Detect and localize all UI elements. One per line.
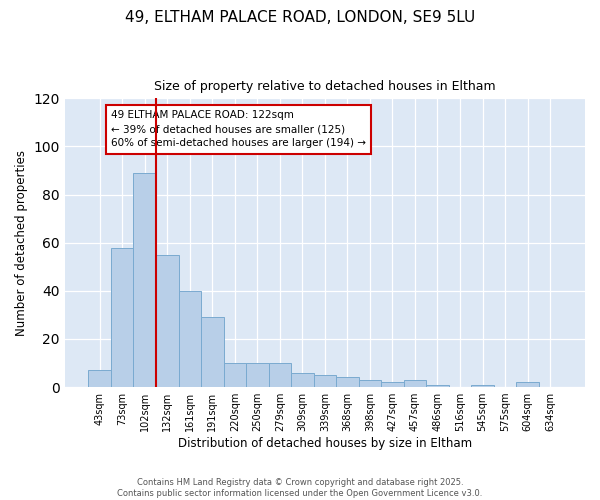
Bar [336, 378, 359, 387]
Bar [381, 382, 404, 387]
Bar [88, 370, 111, 387]
Text: 49, ELTHAM PALACE ROAD, LONDON, SE9 5LU: 49, ELTHAM PALACE ROAD, LONDON, SE9 5LU [125, 10, 475, 25]
Bar [133, 173, 156, 387]
Bar [156, 254, 179, 387]
Bar [201, 318, 224, 387]
Text: Contains HM Land Registry data © Crown copyright and database right 2025.
Contai: Contains HM Land Registry data © Crown c… [118, 478, 482, 498]
Bar [269, 363, 291, 387]
Bar [314, 375, 336, 387]
X-axis label: Distribution of detached houses by size in Eltham: Distribution of detached houses by size … [178, 437, 472, 450]
Title: Size of property relative to detached houses in Eltham: Size of property relative to detached ho… [154, 80, 496, 93]
Bar [111, 248, 133, 387]
Bar [246, 363, 269, 387]
Bar [471, 384, 494, 387]
Bar [179, 291, 201, 387]
Text: 49 ELTHAM PALACE ROAD: 122sqm
← 39% of detached houses are smaller (125)
60% of : 49 ELTHAM PALACE ROAD: 122sqm ← 39% of d… [111, 110, 366, 148]
Bar [517, 382, 539, 387]
Bar [224, 363, 246, 387]
Y-axis label: Number of detached properties: Number of detached properties [15, 150, 28, 336]
Bar [404, 380, 426, 387]
Bar [426, 384, 449, 387]
Bar [291, 372, 314, 387]
Bar [359, 380, 381, 387]
